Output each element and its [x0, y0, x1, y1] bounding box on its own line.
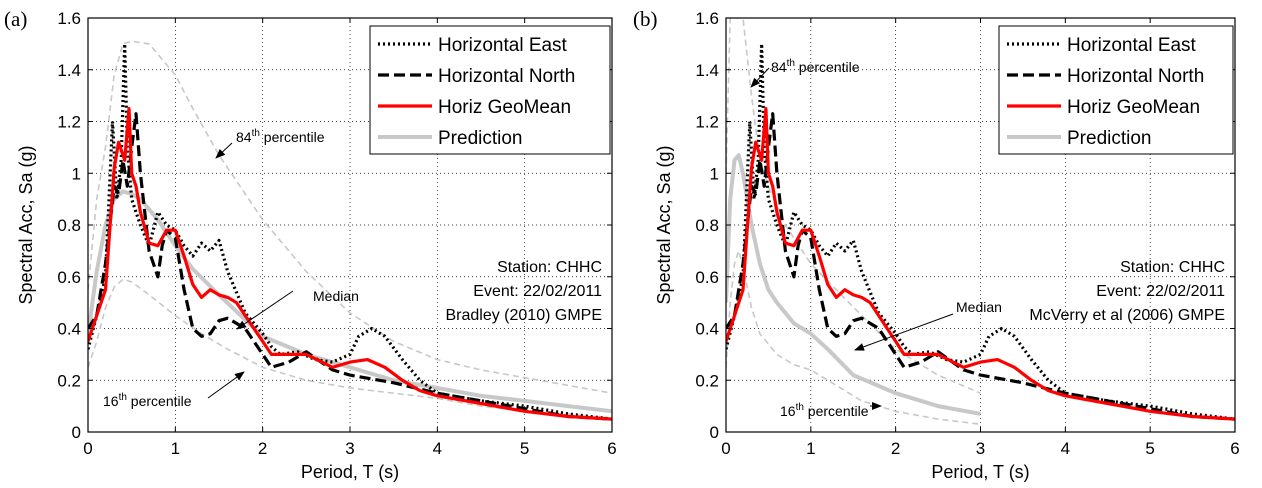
- x-tick-label: 2: [258, 439, 267, 458]
- x-tick-label: 1: [171, 439, 180, 458]
- p84-label-suffix: th: [787, 58, 795, 69]
- x-tick-label: 2: [891, 439, 900, 458]
- panel-label: (b): [633, 7, 658, 31]
- series-line-prediction: [88, 189, 612, 414]
- y-tick-label: 0.4: [695, 320, 719, 339]
- y-tick-label: 0.2: [695, 371, 719, 390]
- series-line-horizontal-north: [726, 112, 1235, 421]
- x-axis-label: Period, T (s): [301, 462, 399, 482]
- annotation-line: Station: CHHC: [497, 259, 602, 276]
- p84-label: 84th percentile: [236, 128, 325, 145]
- p84-arrow: [750, 67, 770, 88]
- legend-label: Horizontal East: [1067, 35, 1197, 56]
- series-line-horiz-geomean: [726, 106, 1235, 421]
- p84-label-suffix: th: [252, 128, 260, 139]
- p84-arrow: [215, 142, 233, 159]
- y-tick-label: 1.4: [57, 61, 81, 80]
- p16-label-suffix: th: [796, 402, 804, 413]
- median-label: Median: [313, 288, 359, 304]
- p16-label-suffix: th: [119, 392, 127, 403]
- x-tick-label: 0: [83, 439, 92, 458]
- p16-label: 16th percentile: [780, 402, 869, 419]
- y-tick-label: 1: [72, 164, 81, 183]
- panel-label: (a): [4, 7, 27, 31]
- annotation-line: Event: 22/02/2011: [473, 283, 602, 300]
- chart-panel-a: (a) 0 1 2 3 4 5 6 0 0.2 0.4 0.6 0.8 1 1.2 1.4 1.6 Period,…: [4, 7, 617, 482]
- p16-label-number: 16: [103, 393, 119, 409]
- p16-label-text: percentile: [127, 393, 192, 409]
- p84-label-number: 84: [771, 59, 787, 75]
- series-line-horiz-geomean: [88, 106, 612, 421]
- legend-label: Prediction: [1067, 128, 1152, 149]
- series-line-horizontal-east: [88, 42, 612, 421]
- y-tick-label: 0: [710, 423, 719, 442]
- x-tick-label: 4: [433, 439, 442, 458]
- x-tick-label: 1: [806, 439, 815, 458]
- x-tick-label: 3: [976, 439, 985, 458]
- x-tick-label: 0: [721, 439, 730, 458]
- x-tick-label: 6: [607, 439, 616, 458]
- series-line-horizontal-east: [726, 42, 1235, 421]
- y-tick-label: 1.6: [695, 9, 719, 28]
- legend-label: Prediction: [438, 128, 523, 149]
- x-tick-label: 5: [520, 439, 529, 458]
- p16-label: 16th percentile: [103, 392, 192, 409]
- y-tick-label: 1.4: [695, 61, 719, 80]
- x-tick-label: 3: [345, 439, 354, 458]
- x-tick-label: 6: [1230, 439, 1239, 458]
- y-tick-label: 0.8: [57, 216, 81, 235]
- x-tick-label: 4: [1061, 439, 1070, 458]
- median-arrow: [854, 313, 954, 351]
- series-line-horizontal-north: [88, 112, 612, 421]
- annotation-line: Event: 22/02/2011: [1096, 283, 1225, 300]
- annotation-line: Bradley (2010) GMPE: [445, 307, 602, 324]
- legend-box: [369, 25, 611, 155]
- series-line-16th-percentile: [88, 278, 612, 420]
- y-tick-label: 1.6: [57, 9, 81, 28]
- y-tick-label: 1.2: [57, 113, 81, 132]
- legend-label: Horiz GeoMean: [1067, 97, 1200, 118]
- y-tick-label: 0.2: [57, 371, 81, 390]
- p16-label-text: percentile: [804, 403, 869, 419]
- y-tick-label: 0.6: [695, 268, 719, 287]
- y-tick-label: 1.2: [695, 113, 719, 132]
- legend-label: Horizontal East: [438, 35, 568, 56]
- legend-label: Horiz GeoMean: [438, 97, 571, 118]
- p84-label-text: percentile: [260, 129, 325, 145]
- x-axis-label: Period, T (s): [931, 462, 1029, 482]
- series-line-prediction: [726, 153, 981, 416]
- x-tick-label: 5: [1145, 439, 1154, 458]
- p16-arrow: [207, 371, 245, 399]
- annotation-line: McVerry et al (2006) GMPE: [1029, 307, 1225, 324]
- series-line-84th-percentile: [88, 40, 612, 394]
- annotation-line: Station: CHHC: [1120, 259, 1225, 276]
- p84-label-text: percentile: [795, 59, 860, 75]
- median-label: Median: [956, 299, 1002, 315]
- y-tick-label: 0.8: [695, 216, 719, 235]
- median-arrow: [236, 290, 294, 330]
- p16-label-number: 16: [780, 403, 796, 419]
- legend-box: [998, 25, 1234, 155]
- y-tick-label: 0.4: [57, 320, 81, 339]
- series-line-16th-percentile: [726, 250, 981, 425]
- y-tick-label: 0.6: [57, 268, 81, 287]
- chart-panel-b: (b) 0 1 2 3 4 5 6 0 0.2 0.4 0.6 0.8 1 1.2 1.4 1.6 Period,…: [633, 7, 1240, 482]
- y-tick-label: 1: [710, 164, 719, 183]
- y-tick-label: 0: [72, 423, 81, 442]
- legend-label: Horizontal North: [438, 66, 575, 87]
- legend-label: Horizontal North: [1067, 66, 1204, 87]
- y-axis-label: Spectral Acc, Sa (g): [654, 145, 674, 304]
- p84-label: 84th percentile: [771, 58, 860, 75]
- p84-label-number: 84: [236, 129, 252, 145]
- y-axis-label: Spectral Acc, Sa (g): [16, 145, 36, 304]
